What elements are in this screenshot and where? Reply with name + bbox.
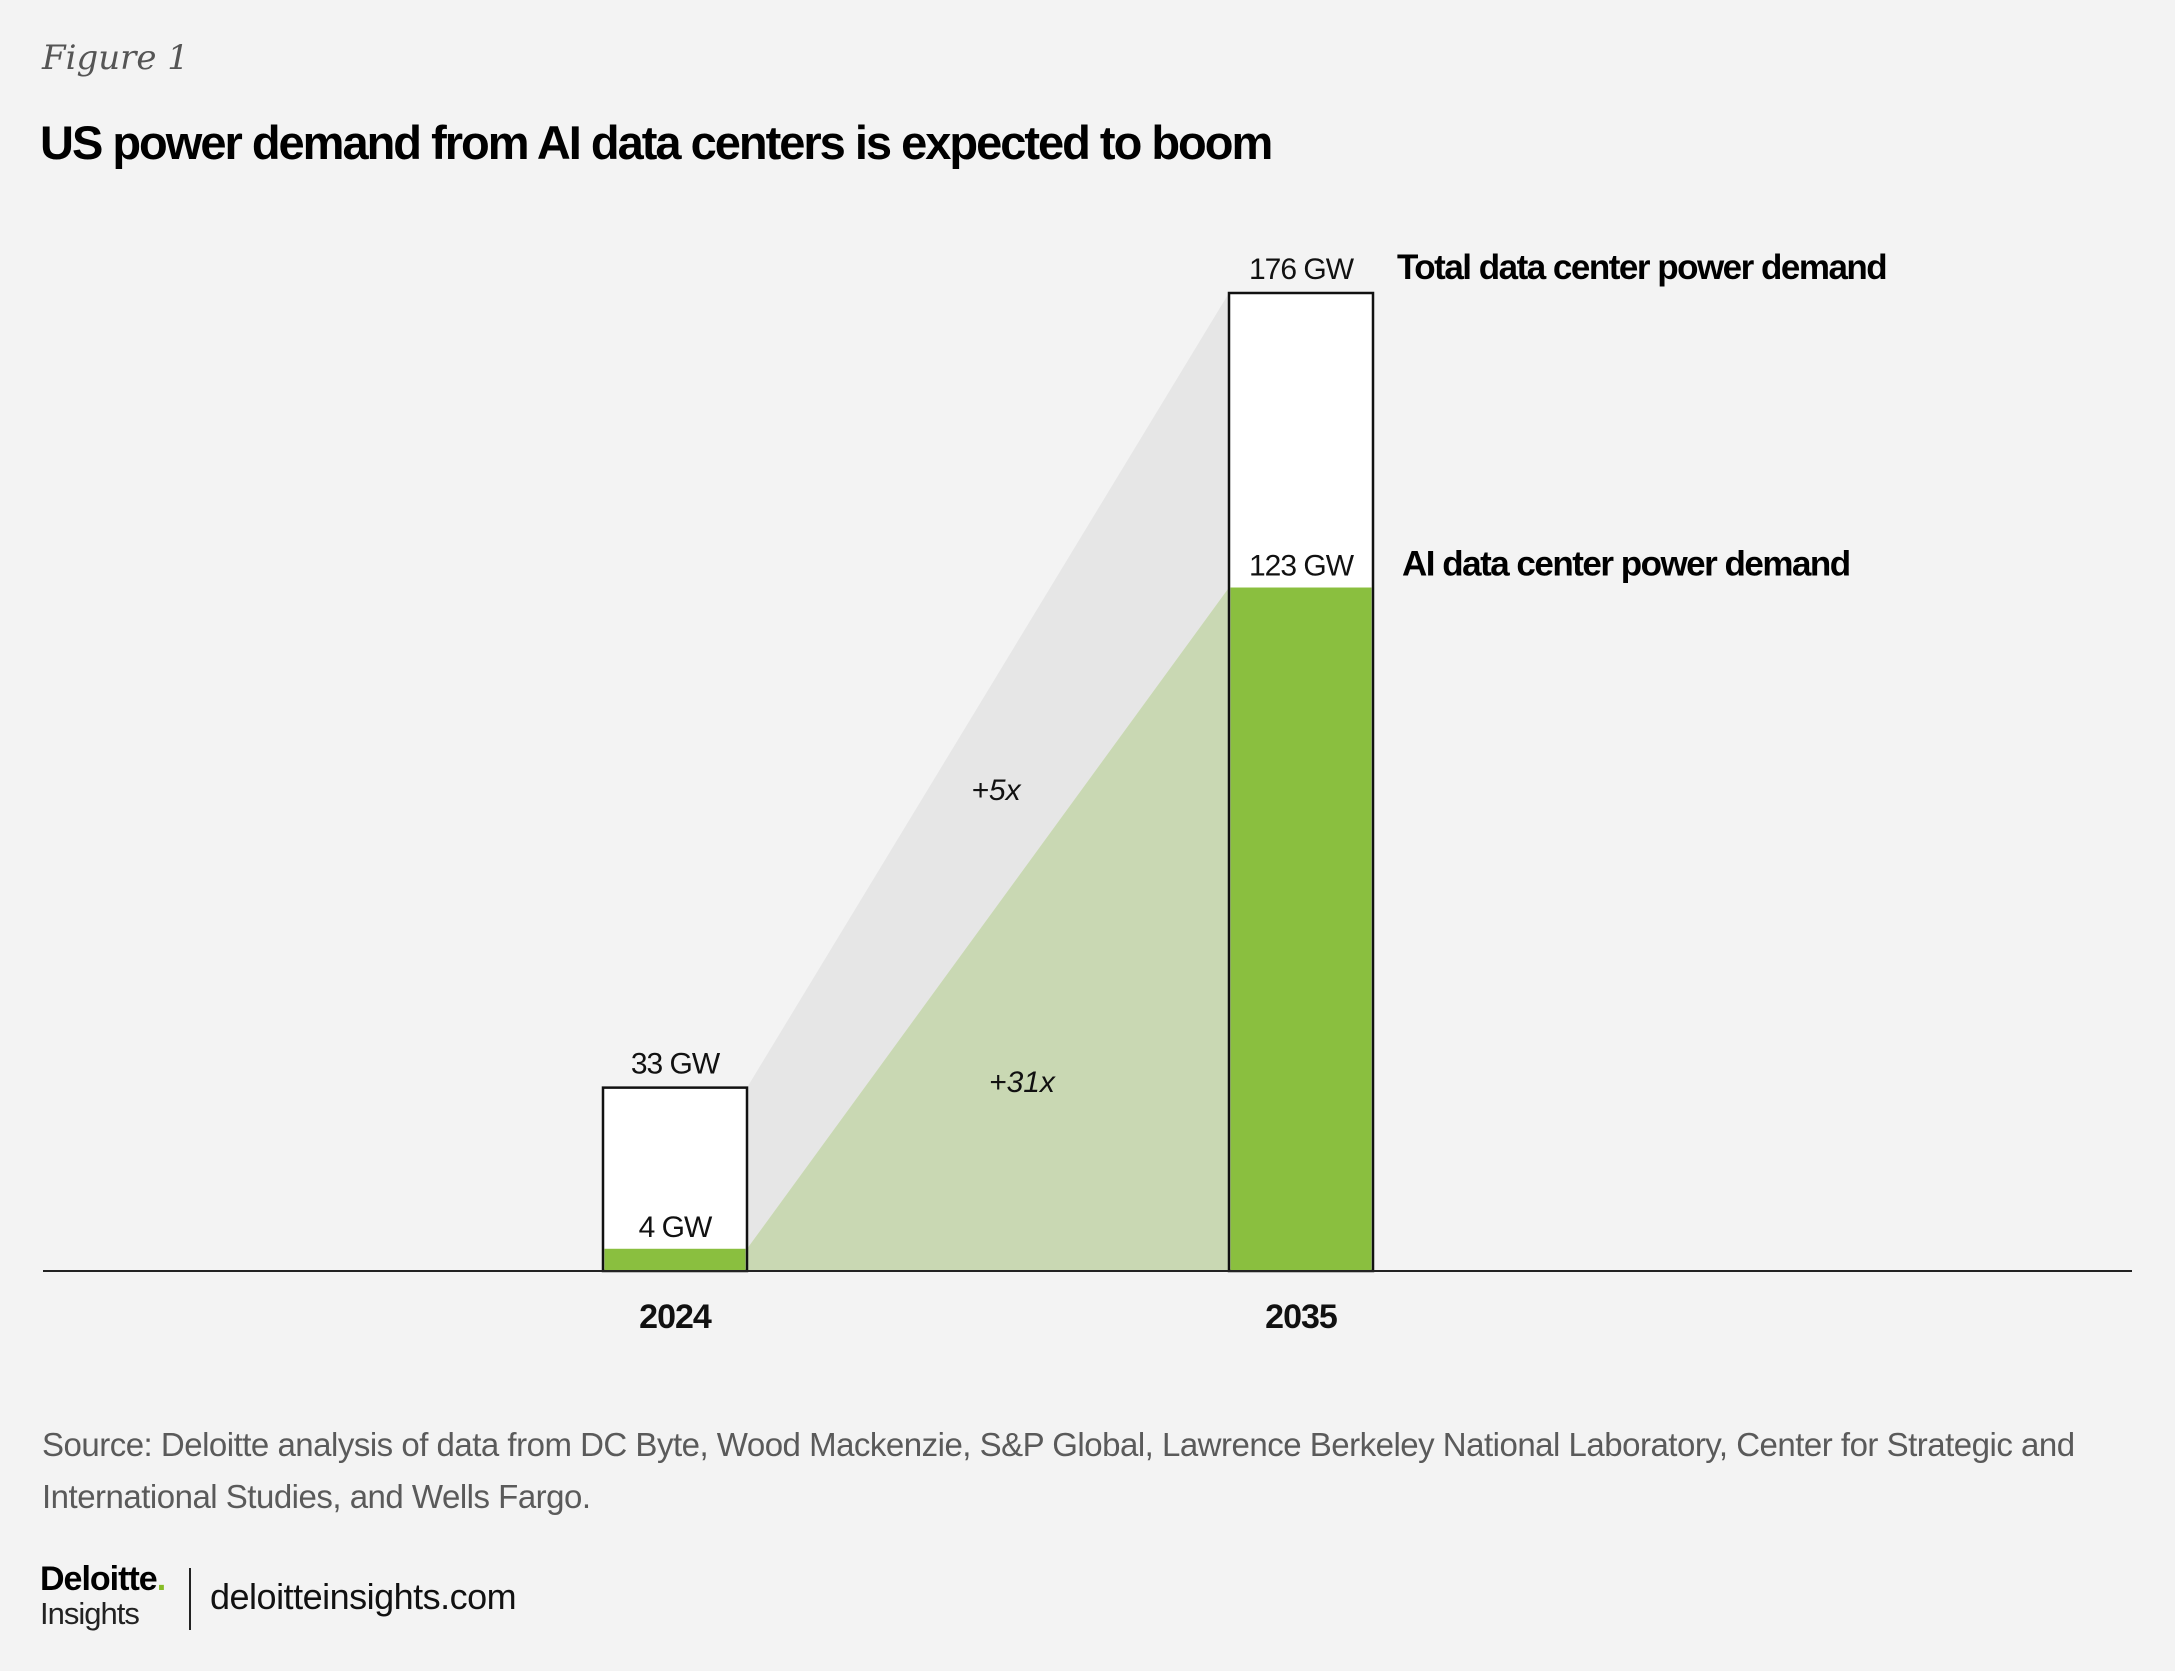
legend-ai: AI data center power demand: [1402, 545, 1850, 584]
website-link[interactable]: deloitteinsights.com: [210, 1576, 517, 1617]
x-tick-label-2035: 2035: [1265, 1298, 1337, 1336]
ai-value-label-2035: 123 GW: [1249, 550, 1355, 583]
annotation-ai-growth: +31x: [989, 1066, 1056, 1099]
source-line-2: International Studies, and Wells Fargo.: [42, 1478, 591, 1515]
insights-logo: Insights: [40, 1596, 140, 1631]
source-line-1: Source: Deloitte analysis of data from D…: [42, 1426, 2075, 1463]
total-growth-band: [747, 293, 1229, 1249]
logo-dot: .: [156, 1560, 167, 1598]
ai-bar-2024: [604, 1248, 746, 1271]
annotation-total-growth: +5x: [971, 774, 1021, 807]
logo-divider: [189, 1568, 191, 1630]
deloitte-logo: Deloitte.: [40, 1560, 167, 1598]
total-value-label-2024: 33 GW: [631, 1048, 721, 1081]
chart-title: US power demand from AI data centers is …: [40, 116, 1273, 169]
legend-total: Total data center power demand: [1397, 248, 1886, 287]
figure-label: Figure 1: [42, 38, 189, 78]
total-value-label-2035: 176 GW: [1249, 253, 1355, 286]
logo-text: Deloitte: [40, 1560, 158, 1598]
ai-bar-2035: [1230, 587, 1372, 1271]
x-tick-label-2024: 2024: [639, 1298, 712, 1336]
ai-growth-band: [747, 587, 1229, 1271]
ai-value-label-2024: 4 GW: [639, 1211, 713, 1244]
